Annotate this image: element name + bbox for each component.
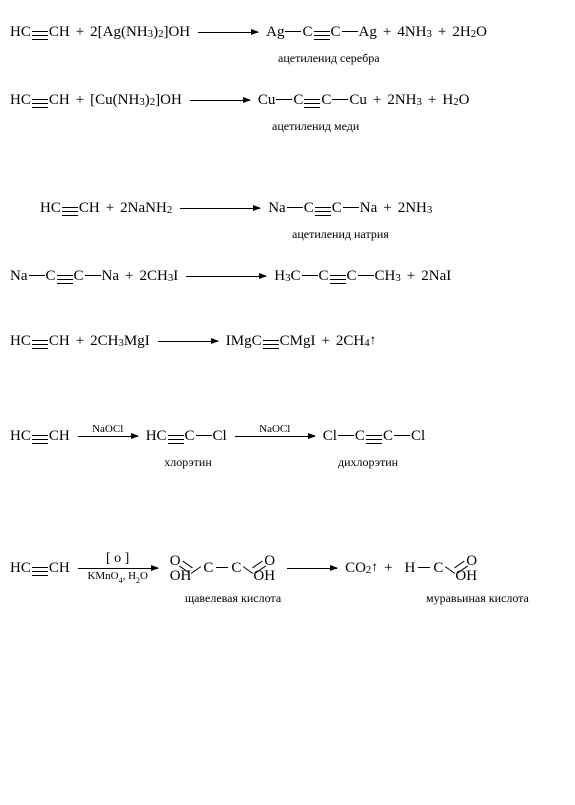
- reaction-sodium-acetylide-methyliodide: NaCCNa + 2CH3I H3CCCCH3 + 2NaI: [10, 264, 565, 289]
- arrow: [186, 264, 266, 289]
- copper-acetylide: CuCCCu: [258, 92, 367, 109]
- sodium-amide: 2NaNH2: [120, 200, 172, 217]
- plus: +: [428, 92, 436, 109]
- sodium-acetylide: NaCCNa: [268, 200, 377, 217]
- ammonia-4: 4NH3: [397, 24, 432, 41]
- arrow: [198, 20, 258, 45]
- arrow-naocl-1: NaOCl: [78, 424, 138, 449]
- plus: +: [76, 92, 84, 109]
- sodium-iodide-2: 2NaI: [421, 268, 451, 285]
- label-copper-acetylide: ацетиленид меди: [272, 119, 359, 134]
- water-2: 2H2O: [452, 24, 487, 41]
- label-sodium-acetylide: ацетиленид натрия: [292, 227, 389, 242]
- oxalic-acid: O OH CC O OH: [170, 554, 275, 584]
- plus: +: [125, 268, 133, 285]
- plus: +: [76, 24, 84, 41]
- reaction-chlorination: HCCH NaOCl HCCCl NaOCl ClCCCl: [10, 424, 565, 449]
- arrow: [287, 556, 337, 581]
- water: H2O: [442, 92, 469, 109]
- formic-acid: HC O OH: [403, 554, 478, 584]
- arrow-oxidation: [ o ] KMnO4, H2O: [78, 552, 158, 585]
- chloroethyne: HCCCl: [146, 428, 227, 445]
- plus: +: [384, 560, 392, 577]
- methyl-iodide-2: 2CH3I: [140, 268, 179, 285]
- diammine-copper-hydroxide: [Cu(NH3)2]OH: [90, 92, 182, 109]
- label-oxalic-acid: щавелевая кислота: [168, 591, 298, 606]
- dichloroethyne: ClCCCl: [323, 428, 425, 445]
- ammonia-2: 2NH3: [387, 92, 422, 109]
- label-formic-acid: муравьиная кислота: [426, 591, 529, 606]
- reaction-copper: HCCH + [Cu(NH3)2]OH CuCCCu + 2NH3 + H2O: [10, 88, 565, 113]
- reaction-silver: HCCH + 2[Ag(NH3)2]OH AgCCAg + 4NH3 + 2H2…: [10, 20, 565, 45]
- reaction-sodium-block: HCCH + 2NaNH2 NaCCNa + 2NH3 ацетиленид н…: [10, 196, 565, 289]
- label-chloroethyne: хлорэтин: [148, 455, 228, 470]
- methyl-mg-iodide: 2CH3MgI: [90, 333, 150, 350]
- reaction-chlorination-block: HCCH NaOCl HCCCl NaOCl ClCCCl хлорэтин д…: [10, 424, 565, 492]
- carbon-dioxide-gas: CO2↑: [345, 560, 378, 577]
- arrow: [158, 329, 218, 354]
- sodium-acetylide: NaCCNa: [10, 268, 119, 285]
- plus: +: [321, 333, 329, 350]
- reaction-oxidation-block: HCCH [ o ] KMnO4, H2O O OH CC O OH CO2↑ …: [10, 552, 565, 628]
- plus: +: [407, 268, 415, 285]
- acetylene: HCCH: [40, 200, 100, 217]
- reaction-oxidation: HCCH [ o ] KMnO4, H2O O OH CC O OH CO2↑ …: [10, 552, 565, 585]
- acetylene: HCCH: [10, 92, 70, 109]
- acetylene: HCCH: [10, 24, 70, 41]
- acetylene: HCCH: [10, 428, 70, 445]
- reaction-grignard-block: HCCH + 2CH3MgI IMgCCMgI + 2CH4↑: [10, 329, 565, 354]
- acetylene: HCCH: [10, 333, 70, 350]
- plus: +: [438, 24, 446, 41]
- reaction-grignard: HCCH + 2CH3MgI IMgCCMgI + 2CH4↑: [10, 329, 565, 354]
- plus: +: [106, 200, 114, 217]
- acetylene: HCCH: [10, 560, 70, 577]
- arrow: [190, 88, 250, 113]
- arrow: [180, 196, 260, 221]
- arrow-naocl-2: NaOCl: [235, 424, 315, 449]
- plus: +: [383, 200, 391, 217]
- methane-gas: 2CH4↑: [336, 333, 377, 350]
- ammonia-2: 2NH3: [398, 200, 433, 217]
- plus: +: [373, 92, 381, 109]
- plus: +: [383, 24, 391, 41]
- reaction-sodium-amide: HCCH + 2NaNH2 NaCCNa + 2NH3: [10, 196, 565, 221]
- diammine-silver-hydroxide: 2[Ag(NH3)2]OH: [90, 24, 190, 41]
- plus: +: [76, 333, 84, 350]
- di-mg-acetylide: IMgCCMgI: [226, 333, 316, 350]
- reaction-silver-block: HCCH + 2[Ag(NH3)2]OH AgCCAg + 4NH3 + 2H2…: [10, 20, 565, 156]
- label-silver-acetylide: ацетиленид серебра: [278, 51, 380, 66]
- 2-butyne: H3CCCCH3: [274, 268, 401, 285]
- label-dichloroethyne: дихлорэтин: [338, 455, 398, 470]
- silver-acetylide: AgCCAg: [266, 24, 377, 41]
